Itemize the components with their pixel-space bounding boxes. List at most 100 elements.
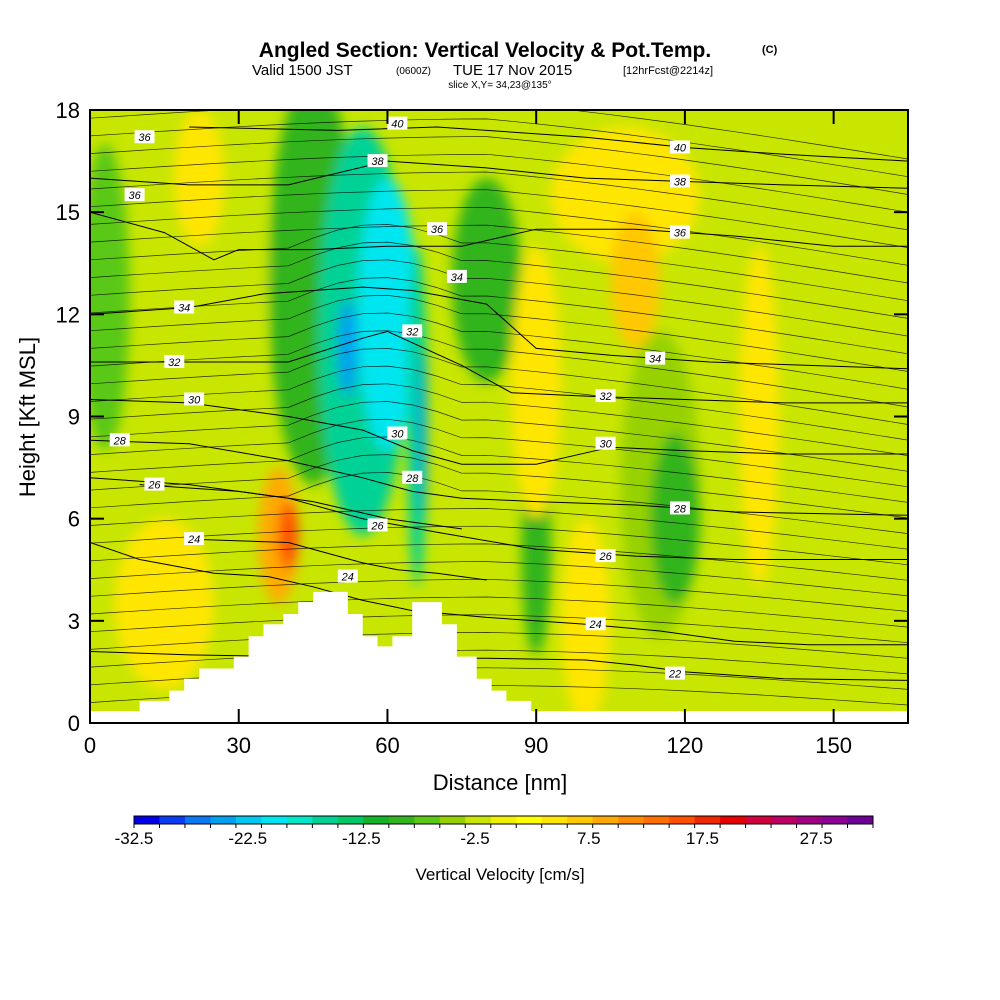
contour-label: 26 — [595, 549, 616, 563]
theta-contour-line — [90, 312, 908, 390]
contour-label: 32 — [402, 324, 423, 338]
contour-label-bg — [664, 666, 685, 680]
contour-label: 32 — [164, 355, 185, 369]
contour-label-text: 24 — [589, 619, 602, 631]
contour-label-bg — [402, 470, 423, 484]
colorbar-label: 17.5 — [686, 829, 719, 848]
theta-contour-line — [90, 525, 908, 566]
contour-label-bg — [669, 225, 690, 239]
contour-label-text: 36 — [431, 224, 444, 236]
colorbar-swatch — [261, 816, 288, 824]
contour-label-bg — [595, 436, 616, 450]
x-tick-label: 0 — [84, 733, 96, 758]
theta-contour-line — [90, 383, 908, 457]
contour-label-text: 34 — [451, 272, 463, 284]
contour-label: 32 — [595, 389, 616, 403]
colorbar-swatch — [134, 816, 160, 824]
theta-contour-line — [90, 436, 908, 503]
x-tick-label: 30 — [226, 733, 250, 758]
theta-contour-line — [90, 153, 908, 213]
contour-label: 36 — [134, 130, 155, 144]
contour-label-text: 38 — [674, 177, 687, 189]
contour-label-text: 22 — [668, 669, 681, 681]
theta-contour-line — [90, 578, 908, 612]
theta-contour-line — [90, 277, 908, 355]
colorbar-swatch — [490, 816, 517, 824]
contour-label-text: 32 — [406, 326, 418, 338]
contour-label: 34 — [446, 269, 467, 284]
theta-contour-line — [90, 207, 908, 266]
theta-contour-line — [189, 126, 908, 162]
colorbar-swatch — [745, 816, 772, 824]
contour-label-bg — [402, 324, 423, 338]
chart-slice-info: slice X,Y= 34,23@135° — [448, 80, 551, 91]
colorbar-swatch — [847, 816, 874, 824]
theta-contour-line — [90, 418, 908, 488]
x-tick-label: 120 — [667, 733, 704, 758]
y-tick-label: 6 — [68, 507, 80, 532]
theta-contour-line — [189, 538, 487, 581]
velocity-region — [650, 433, 700, 604]
colorbar-swatch — [643, 816, 670, 824]
theta-contour-line — [90, 259, 908, 337]
contour-label-bg — [109, 433, 130, 447]
contour-label-text: 32 — [168, 357, 180, 369]
y-tick-label: 18 — [56, 98, 80, 123]
contour-label: 28 — [669, 501, 690, 515]
subtitle-fcst: [12hrFcst@2214z] — [623, 65, 713, 77]
colorbar-swatch — [541, 816, 568, 824]
contour-label: 38 — [367, 154, 388, 168]
velocity-region — [174, 110, 224, 247]
contour-label-text: 34 — [649, 354, 661, 366]
y-tick-label: 12 — [56, 302, 80, 327]
y-tick-label: 9 — [68, 405, 80, 430]
x-tick-label: 90 — [524, 733, 548, 758]
theta-contour-line — [90, 348, 908, 425]
contour-label-bg — [669, 140, 690, 154]
contour-label-text: 28 — [405, 473, 419, 485]
theta-contour-line — [90, 211, 908, 261]
contour-label: 22 — [664, 666, 685, 681]
velocity-region — [739, 246, 780, 587]
contour-label-bg — [367, 518, 388, 532]
contour-label: 34 — [645, 351, 666, 366]
contour-label-text: 36 — [138, 132, 151, 144]
contour-label: 24 — [585, 617, 606, 631]
contour-label-bg — [184, 532, 205, 546]
theta-contour-line — [90, 118, 908, 178]
colorbar-swatch — [694, 816, 721, 824]
theta-contour-line — [90, 365, 908, 441]
contour-label-text: 36 — [674, 228, 687, 240]
theta-contour-line — [90, 110, 908, 160]
velocity-region — [337, 300, 358, 397]
velocity-region — [208, 127, 269, 400]
colorbar-title: Vertical Velocity [cm/s] — [415, 865, 584, 884]
theta-contour-line — [90, 136, 908, 195]
contour-label: 24 — [184, 532, 205, 546]
colorbar-frame — [133, 815, 874, 825]
colorbar-swatch — [567, 816, 594, 824]
theta-contour-line — [90, 543, 908, 581]
x-tick-label: 60 — [375, 733, 399, 758]
colorbar-swatch — [720, 816, 747, 824]
contour-label-bg — [337, 569, 358, 583]
contour-label-bg — [134, 130, 155, 144]
theta-contours — [90, 110, 908, 706]
contour-label-text: 30 — [599, 439, 612, 451]
y-tick-label: 0 — [68, 711, 80, 736]
contour-label: 40 — [387, 116, 408, 131]
contour-label-text: 34 — [178, 303, 190, 315]
contour-label-bg — [367, 154, 388, 168]
subtitle-valid: Valid 1500 JST — [252, 62, 353, 79]
theta-contour-labels: 22 24 24 26 26 28 30 32 34 36 38 40 36 36 34 32 30 28 26 24… — [109, 116, 690, 681]
contour-label-text: 36 — [128, 190, 141, 202]
contour-label: 36 — [124, 188, 145, 202]
colorbar-swatch — [414, 816, 441, 824]
contour-label-text: 38 — [371, 156, 384, 168]
theta-contour-line — [90, 651, 908, 681]
contour-label-bg — [669, 501, 690, 515]
theta-contour-line — [90, 649, 908, 675]
contour-label: 36 — [427, 222, 448, 236]
